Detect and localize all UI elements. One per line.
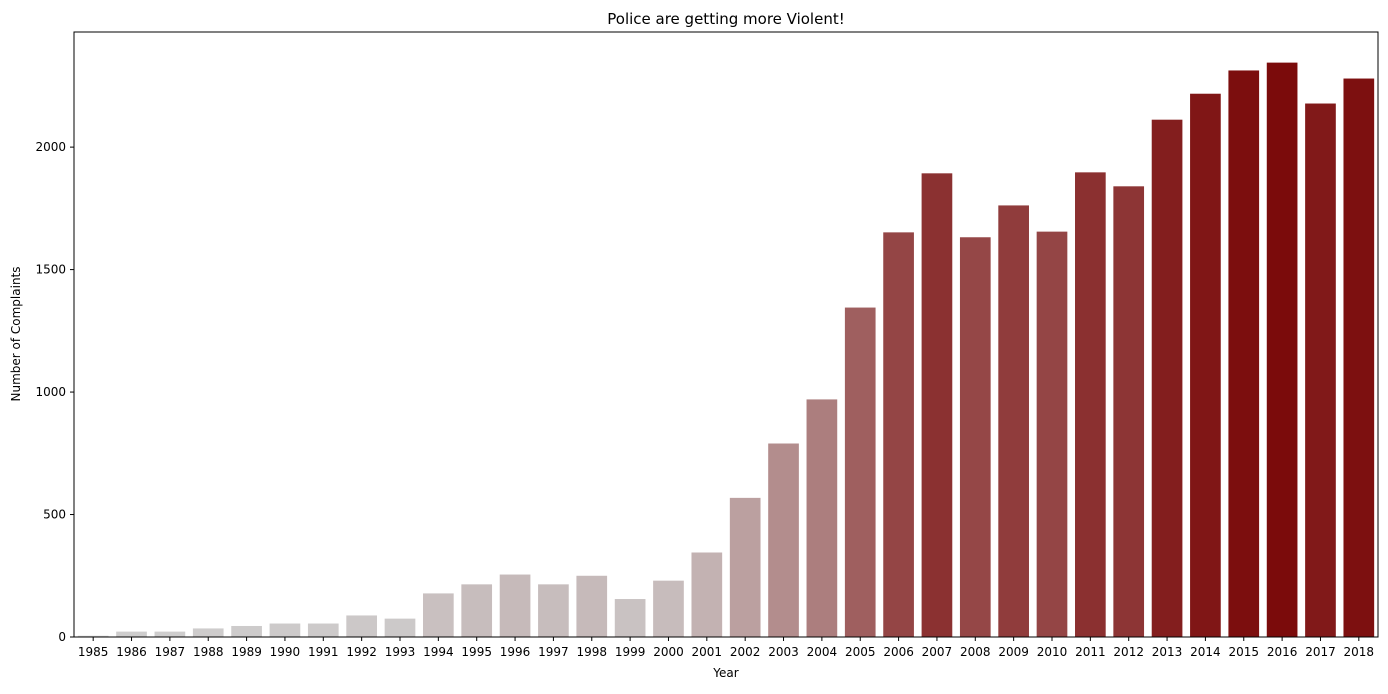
bar-2017 bbox=[1305, 103, 1336, 637]
bar-1995 bbox=[461, 584, 493, 637]
bar-2001 bbox=[691, 552, 723, 637]
bar-2004 bbox=[806, 399, 838, 637]
x-tick-label: 2006 bbox=[883, 645, 914, 659]
x-tick-label: 2007 bbox=[922, 645, 953, 659]
x-tick-label: 2012 bbox=[1113, 645, 1144, 659]
bar-2010 bbox=[1036, 231, 1068, 637]
x-tick-label: 2013 bbox=[1152, 645, 1183, 659]
x-tick-label: 1990 bbox=[270, 645, 301, 659]
y-tick-label: 1500 bbox=[35, 263, 66, 277]
x-tick-label: 2009 bbox=[998, 645, 1029, 659]
x-tick-label: 1988 bbox=[193, 645, 224, 659]
bar-2011 bbox=[1075, 172, 1106, 637]
x-axis-label: Year bbox=[712, 666, 738, 680]
bar-1999 bbox=[614, 599, 646, 637]
y-tick-label: 1000 bbox=[35, 385, 66, 399]
y-tick-label: 2000 bbox=[35, 140, 66, 154]
bar-1986 bbox=[116, 631, 147, 637]
x-tick-label: 1989 bbox=[231, 645, 262, 659]
x-tick-label: 1996 bbox=[500, 645, 531, 659]
x-tick-label: 2016 bbox=[1267, 645, 1298, 659]
bar-2002 bbox=[729, 497, 761, 637]
x-tick-label: 1991 bbox=[308, 645, 339, 659]
bar-1985 bbox=[77, 635, 109, 637]
x-tick-label: 1987 bbox=[155, 645, 186, 659]
y-tick-label: 0 bbox=[58, 630, 66, 644]
bar-2014 bbox=[1190, 93, 1221, 638]
x-tick-label: 1994 bbox=[423, 645, 454, 659]
bar-2018 bbox=[1343, 78, 1375, 638]
x-tick-label: 2002 bbox=[730, 645, 761, 659]
x-tick-label: 1993 bbox=[385, 645, 416, 659]
bar-1989 bbox=[231, 625, 262, 637]
bar-1993 bbox=[384, 618, 416, 637]
bar-1990 bbox=[269, 623, 301, 637]
y-axis-label: Number of Complaints bbox=[9, 266, 23, 401]
bar-1992 bbox=[346, 615, 377, 637]
x-tick-label: 1986 bbox=[116, 645, 147, 659]
x-tick-label: 1995 bbox=[461, 645, 492, 659]
x-axis-ticks: 1985 1986 1987 1988 1989 1990 1991 1992 1993 1994… bbox=[78, 637, 1374, 659]
plot-frame bbox=[73, 31, 1379, 638]
bar-2012 bbox=[1113, 186, 1145, 637]
x-tick-label: 1985 bbox=[78, 645, 109, 659]
bar-1987 bbox=[154, 631, 186, 637]
x-tick-label: 2017 bbox=[1305, 645, 1336, 659]
x-tick-label: 1997 bbox=[538, 645, 569, 659]
bar-2000 bbox=[653, 580, 684, 637]
x-tick-label: 2005 bbox=[845, 645, 876, 659]
x-tick-label: 2004 bbox=[807, 645, 838, 659]
bar-1994 bbox=[423, 593, 454, 637]
x-tick-label: 2011 bbox=[1075, 645, 1106, 659]
bar-2015 bbox=[1228, 70, 1260, 637]
bar-2003 bbox=[768, 443, 799, 637]
x-tick-label: 2015 bbox=[1228, 645, 1259, 659]
bar-2016 bbox=[1266, 62, 1298, 638]
bar-1988 bbox=[192, 628, 224, 637]
x-tick-label: 2018 bbox=[1344, 645, 1375, 659]
bar-1998 bbox=[576, 575, 608, 637]
bar-1997 bbox=[538, 584, 569, 637]
bars-layer bbox=[77, 62, 1375, 638]
x-tick-label: 2014 bbox=[1190, 645, 1221, 659]
y-axis-ticks: 0 500 1000 1500 2000 bbox=[35, 140, 74, 644]
x-tick-label: 1992 bbox=[346, 645, 377, 659]
bar-1996 bbox=[499, 574, 531, 637]
x-tick-label: 2010 bbox=[1037, 645, 1068, 659]
bar-2009 bbox=[998, 205, 1029, 638]
bar-2008 bbox=[959, 237, 991, 637]
x-tick-label: 2003 bbox=[768, 645, 799, 659]
bar-2005 bbox=[844, 307, 876, 637]
x-tick-label: 2000 bbox=[653, 645, 684, 659]
x-tick-label: 1998 bbox=[576, 645, 607, 659]
y-tick-label: 500 bbox=[43, 508, 66, 522]
bar-2007 bbox=[921, 173, 953, 637]
bar-2013 bbox=[1151, 119, 1183, 637]
bar-2006 bbox=[883, 232, 914, 638]
x-tick-label: 2001 bbox=[692, 645, 723, 659]
chart-title: Police are getting more Violent! bbox=[607, 10, 844, 28]
x-tick-label: 1999 bbox=[615, 645, 646, 659]
x-tick-label: 2008 bbox=[960, 645, 991, 659]
bar-1991 bbox=[307, 623, 339, 637]
